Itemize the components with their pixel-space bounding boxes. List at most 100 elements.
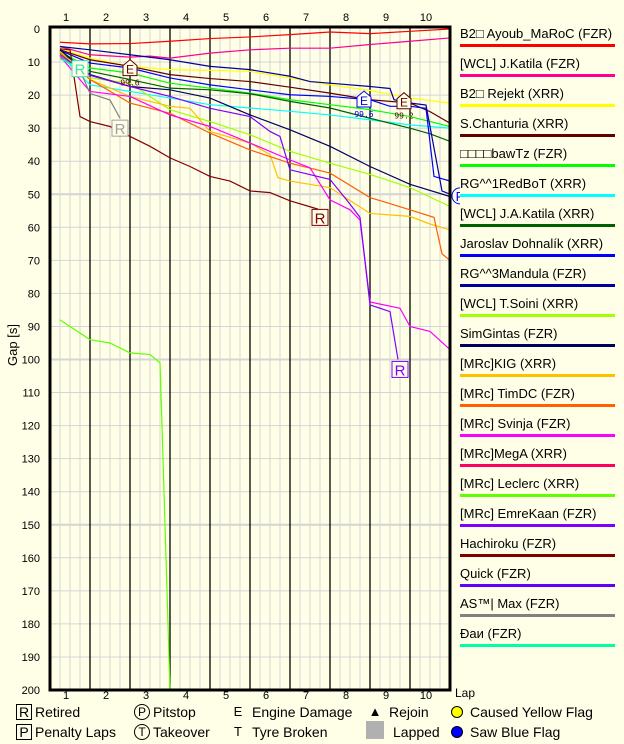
legend-blue-label: Saw Blue Flag: [470, 724, 561, 740]
legend-item-label: □□□□bawTz (FZR): [460, 146, 568, 161]
x-tick-label-top: 2: [103, 12, 109, 24]
engine-damage-marker-label: E: [126, 63, 134, 77]
y-tick-label: 30: [28, 123, 40, 135]
retired-marker: [71, 60, 89, 78]
legend-item-swatch: [460, 44, 615, 47]
takeover-icon: T: [134, 724, 150, 740]
legend-item-swatch: [460, 344, 615, 347]
legend-item-swatch: [460, 254, 615, 257]
x-tick-label-bottom: 8: [343, 690, 349, 702]
series-line: [59, 52, 450, 261]
legend-takeover: T Takeover: [134, 724, 210, 740]
legend-item-label: [MRc] Leclerc (XRR): [460, 476, 580, 491]
legend-item-swatch: [460, 404, 615, 407]
x-tick-label-bottom: 5: [223, 690, 229, 702]
legend-item-swatch: [460, 524, 615, 527]
retired-marker-label: R: [395, 362, 406, 379]
retired-icon: R: [16, 704, 32, 720]
series-line: [59, 52, 450, 208]
legend-item: [WCL] J.A.Katila (XRR): [460, 206, 620, 236]
legend-item: [MRc] EmreKaan (FZR): [460, 506, 620, 536]
y-tick-label: 70: [28, 255, 40, 267]
x-tick-label-top: 1: [63, 12, 69, 24]
x-axis-title: Lap: [455, 686, 476, 700]
x-tick-label-bottom: 1: [63, 690, 69, 702]
plot-frame: [48, 25, 452, 692]
retired-marker: [391, 360, 409, 378]
legend-rejoin: ▲ Rejoin: [368, 704, 429, 720]
legend-pitstop: P Pitstop: [134, 704, 196, 720]
pitstop-icon: P: [134, 704, 150, 720]
y-axis-title: Gap [s]: [5, 324, 20, 366]
legend-item-swatch: [460, 314, 615, 317]
y-tick-label: 100: [22, 355, 40, 367]
engine-damage-marker: [122, 59, 138, 77]
x-tick-label-top: 7: [303, 12, 309, 24]
blue-flag-icon: [451, 726, 463, 738]
legend-item-label: Jaroslav Dohnalík (XRR): [460, 236, 604, 251]
engine-damage-icon: E: [233, 704, 243, 719]
legend-item: [MRc] TimDC (FZR): [460, 386, 620, 416]
legend-item: [MRc]KIG (XRR): [460, 356, 620, 386]
legend-item-swatch: [460, 134, 615, 137]
legend-item-swatch: [460, 464, 615, 467]
x-tick-label-top: 4: [183, 12, 189, 24]
y-tick-label: 170: [22, 586, 40, 598]
y-tick-label: 110: [22, 388, 40, 400]
legend-item-label: RG^^1RedBoT (XRR): [460, 176, 587, 191]
legend-item: Hachiroku (FZR): [460, 536, 620, 566]
y-tick-label: 120: [22, 421, 40, 433]
driver-legend: B2□ Ayoub_MaRoC (FZR) [WCL] J.Katila (FZR…: [460, 26, 620, 656]
legend-item: S.Chanturia (XRR): [460, 116, 620, 146]
legend-lapped-label: Lapped: [393, 724, 440, 740]
y-tick-label: 140: [22, 487, 40, 499]
y-tick-label: 50: [28, 189, 40, 201]
series-line: [59, 54, 399, 360]
legend-item-label: Hachiroku (FZR): [460, 536, 557, 551]
legend-item-label: [MRc] TimDC (FZR): [460, 386, 575, 401]
y-tick-label: 150: [22, 520, 40, 532]
legend-item-swatch: [460, 74, 615, 77]
series-line: [59, 45, 450, 196]
series-line: [59, 49, 450, 124]
legend-item-label: [WCL] T.Soini (XRR): [460, 296, 579, 311]
engine-damage-value: 99.6: [120, 79, 139, 88]
series-line: [59, 51, 450, 231]
legend-retired-label: Retired: [35, 704, 81, 720]
legend-item-label: [WCL] J.Katila (FZR): [460, 56, 580, 71]
legend-yellow-flag: Caused Yellow Flag: [451, 704, 593, 720]
engine-damage-marker-label: E: [400, 96, 408, 110]
x-tick-label-top: 6: [263, 12, 269, 24]
tyre-broken-icon: T: [234, 724, 242, 739]
x-tick-label-bottom: 6: [263, 690, 269, 702]
series-line: [59, 28, 450, 45]
legend-item-label: [MRc]MegA (XRR): [460, 446, 567, 461]
engine-damage-marker: [356, 90, 372, 108]
retired-marker: [311, 208, 329, 226]
legend-item: □□□□bawTz (FZR): [460, 146, 620, 176]
series-line: [59, 37, 450, 59]
legend-item-label: Quick (FZR): [460, 566, 531, 581]
legend-item-label: S.Chanturia (XRR): [460, 116, 569, 131]
legend-item-label: AS™| Max (FZR): [460, 596, 560, 611]
y-tick-label: 160: [22, 553, 40, 565]
y-tick-label: 90: [28, 321, 40, 333]
legend-item-label: SimGintas (FZR): [460, 326, 558, 341]
legend-item: AS™| Max (FZR): [460, 596, 620, 626]
x-tick-label-top: 9: [383, 12, 389, 24]
x-tick-label-top: 3: [143, 12, 149, 24]
legend-engine-label: Engine Damage: [252, 704, 353, 720]
legend-item: RG^^3Mandula (FZR): [460, 266, 620, 296]
legend-item: B2□ Rejekt (XRR): [460, 86, 620, 116]
y-tick-label: 20: [28, 90, 40, 102]
legend-lapped: Lapped: [366, 720, 440, 740]
series-line: [59, 55, 450, 351]
legend-tyre: T Tyre Broken: [230, 724, 327, 740]
legend-item-label: B2□ Rejekt (XRR): [460, 86, 564, 101]
y-tick-label: 200: [22, 685, 40, 697]
x-tick-label-top: 10: [420, 12, 432, 24]
engine-damage-value: 99.2: [394, 112, 413, 121]
y-tick-label: 60: [28, 222, 40, 234]
legend-item-swatch: [460, 614, 615, 617]
engine-damage-marker: [396, 92, 412, 110]
